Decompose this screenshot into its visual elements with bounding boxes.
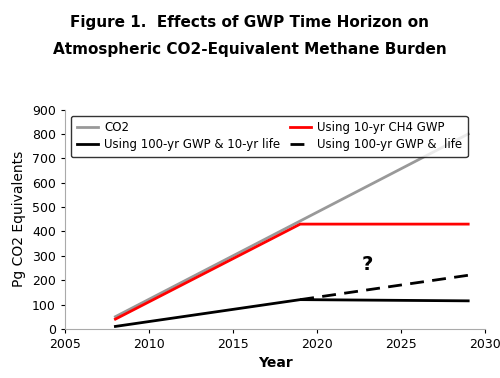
Text: ?: ?	[362, 255, 373, 274]
Y-axis label: Pg CO2 Equivalents: Pg CO2 Equivalents	[12, 151, 26, 287]
X-axis label: Year: Year	[258, 356, 292, 370]
Legend: CO2, Using 100-yr GWP & 10-yr life, Using 10-yr CH4 GWP, Using 100-yr GWP &  lif: CO2, Using 100-yr GWP & 10-yr life, Usin…	[71, 116, 468, 157]
Text: Atmospheric CO2-Equivalent Methane Burden: Atmospheric CO2-Equivalent Methane Burde…	[53, 42, 447, 57]
Text: Figure 1.  Effects of GWP Time Horizon on: Figure 1. Effects of GWP Time Horizon on	[70, 15, 430, 30]
